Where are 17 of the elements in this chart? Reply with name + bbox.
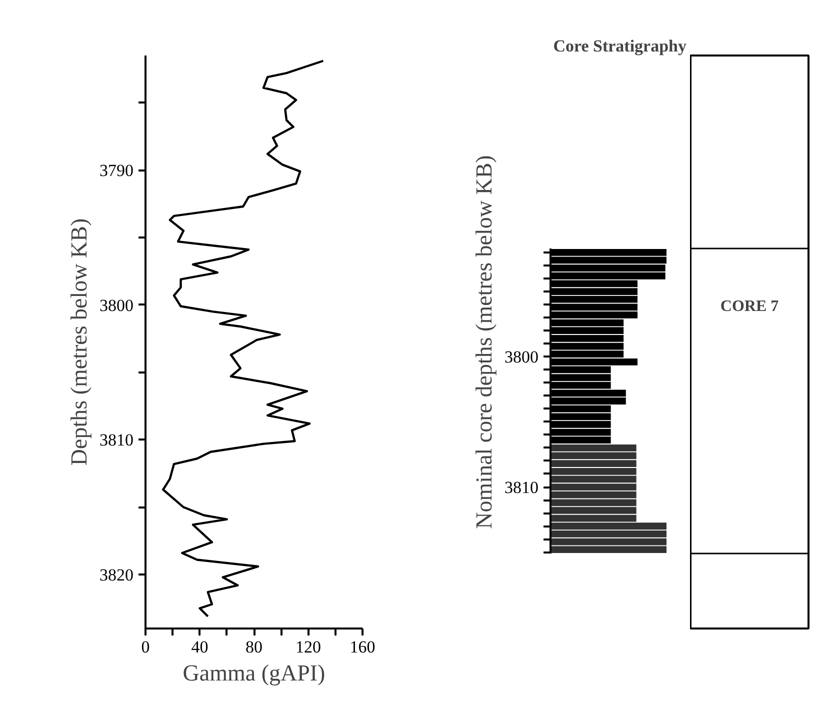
x-tick-label: 0 — [141, 638, 150, 656]
x-tick-label: 80 — [246, 638, 262, 656]
x-axis-title: Gamma (gAPI) — [182, 660, 326, 686]
x-tick-label: 120 — [296, 638, 321, 656]
y-axis-title: Nominal core depths (metres below KB) — [472, 155, 496, 529]
y-tick-label: 3810 — [504, 478, 538, 498]
y-tick-label: 3810 — [100, 430, 134, 450]
x-tick-label: 40 — [191, 638, 208, 656]
x-tick-label: 160 — [350, 638, 376, 656]
chart-title: Core Stratigraphy — [553, 36, 687, 56]
y-tick-label: 3790 — [100, 161, 134, 180]
text: CORE 7 — [720, 298, 779, 315]
line-series — [162, 60, 324, 618]
y-tick-label: 3820 — [100, 566, 134, 585]
y-tick-label: 3800 — [100, 296, 134, 315]
y-tick-label: 3800 — [504, 348, 538, 367]
y-axis-title: Depths (metres below KB) — [66, 218, 92, 466]
